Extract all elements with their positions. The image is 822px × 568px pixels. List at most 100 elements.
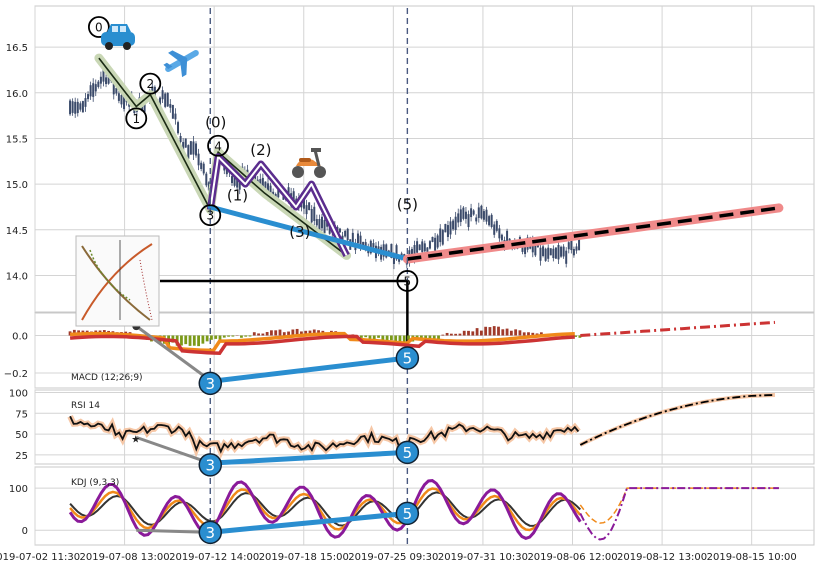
- candle-body: [71, 101, 74, 113]
- candle-body: [560, 246, 563, 257]
- candle-body: [207, 182, 210, 191]
- candle-body: [205, 173, 208, 186]
- candle-body: [441, 230, 444, 245]
- candle-body: [462, 207, 465, 219]
- candle-body: [413, 245, 416, 260]
- macd-histogram-bar: [539, 332, 543, 336]
- wave-marker-circle: [139, 72, 162, 95]
- macd-histogram-bar: [227, 335, 230, 337]
- macd-histogram-bar: [398, 335, 402, 343]
- macd-layer: [68, 320, 776, 384]
- candle-body: [120, 94, 123, 105]
- macd-histogram-bar: [394, 335, 398, 343]
- wave-badge: 3: [198, 520, 223, 545]
- wave-badge-circle: [198, 520, 223, 545]
- macd-histogram-bar: [205, 335, 209, 342]
- candle-body: [364, 242, 367, 249]
- candle-body: [475, 217, 478, 222]
- x-tick-label: 2019-07-31 10:30: [438, 552, 528, 563]
- price-y-tick-label: 15.5: [6, 134, 28, 145]
- candle-body: [308, 202, 311, 211]
- candle-body: [202, 163, 205, 174]
- candle-body: [575, 246, 578, 251]
- rsi-layer: ★: [67, 393, 776, 466]
- macd-panel: [34, 312, 815, 389]
- macd-histogram-bar: [360, 335, 363, 338]
- rsi-divergence-gray: [135, 435, 211, 465]
- macd-histogram-bar: [282, 332, 286, 336]
- macd-histogram-bar: [372, 335, 376, 340]
- macd-histogram-bar: [210, 335, 213, 340]
- candle-body: [97, 81, 100, 87]
- candle-body: [500, 234, 503, 241]
- candle-body: [493, 224, 496, 235]
- candle-body: [498, 228, 501, 239]
- macd-histogram-bar: [574, 335, 578, 337]
- wave-marker: 3: [199, 204, 222, 227]
- candle-body: [472, 210, 475, 215]
- price-y-tick-label: 16.5: [6, 43, 28, 54]
- x-tick-label: 2019-07-18 15:00: [259, 552, 349, 563]
- wave-marker-number: 1: [132, 112, 140, 126]
- candle-body: [164, 93, 167, 107]
- macd-histogram-bar: [300, 331, 303, 336]
- macd-histogram-bar: [527, 332, 530, 336]
- macd-histogram-bar: [497, 326, 500, 336]
- candle-body: [452, 220, 455, 230]
- wave-label: (2): [250, 141, 271, 159]
- kdj-j-line: [68, 479, 582, 541]
- candle-body: [395, 245, 398, 260]
- rsi-divergence-blue: [210, 449, 408, 466]
- x-tick-label: 2019-08-12 13:00: [617, 552, 707, 563]
- macd-histogram-bar: [509, 330, 513, 336]
- x-tick-label: 2019-07-12 14:00: [169, 552, 259, 563]
- overlay-layer: 3 5 3 5 3 5: [198, 346, 420, 545]
- macd-histogram-bar: [522, 332, 526, 336]
- price-y-tick-label: 14.5: [6, 226, 28, 237]
- x-tick-label: 2019-07-08 13:00: [80, 552, 170, 563]
- candle-body: [328, 225, 331, 234]
- macd-histogram-bar: [385, 335, 389, 341]
- candle-body: [506, 230, 509, 242]
- candle-body: [231, 176, 234, 184]
- subwave-path-inner: [209, 155, 348, 256]
- wave-marker: 2: [139, 72, 162, 95]
- candle-body: [313, 206, 316, 221]
- car-emoji-icon: [101, 24, 135, 50]
- wave-marker-circle: [125, 107, 148, 130]
- wave-marker: 1: [125, 107, 148, 130]
- wave-badge-circle: [395, 440, 420, 465]
- candle-body: [562, 246, 565, 257]
- candle-body: [552, 248, 555, 259]
- macd-histogram-bar: [278, 329, 282, 336]
- candle-body: [572, 249, 575, 256]
- candle-body: [531, 240, 534, 253]
- kdj-divergence-blue: [210, 510, 408, 535]
- kdj-divergence-gray: [136, 528, 211, 534]
- candle-body: [187, 145, 190, 159]
- candle-body: [554, 247, 557, 259]
- macd-histogram-bar: [265, 332, 269, 336]
- wave-marker-number: 0: [95, 21, 103, 35]
- wave-marker-circle: [87, 16, 110, 38]
- wave-badge: 3: [198, 371, 223, 396]
- candle-body: [557, 244, 560, 260]
- candle-body: [457, 213, 460, 223]
- candle-body: [200, 162, 203, 169]
- macd-histogram-bar: [304, 330, 308, 336]
- candle-body: [94, 84, 97, 92]
- candle-body: [434, 237, 437, 251]
- candle-body: [565, 250, 568, 264]
- wave-badge-number: 3: [206, 456, 216, 474]
- macd-histogram-bar: [492, 326, 496, 336]
- candle-body: [87, 94, 90, 100]
- wave-marker: 0: [87, 16, 110, 38]
- candle-body: [539, 247, 542, 261]
- macd-histogram-bar: [231, 335, 235, 337]
- macd-histogram-bar: [312, 329, 316, 336]
- macd-forecast: [580, 320, 776, 337]
- candle-body: [392, 257, 395, 264]
- wave-marker-number: 5: [404, 274, 412, 288]
- wave-marker: 5: [396, 270, 419, 292]
- macd-histogram-bar: [484, 326, 488, 336]
